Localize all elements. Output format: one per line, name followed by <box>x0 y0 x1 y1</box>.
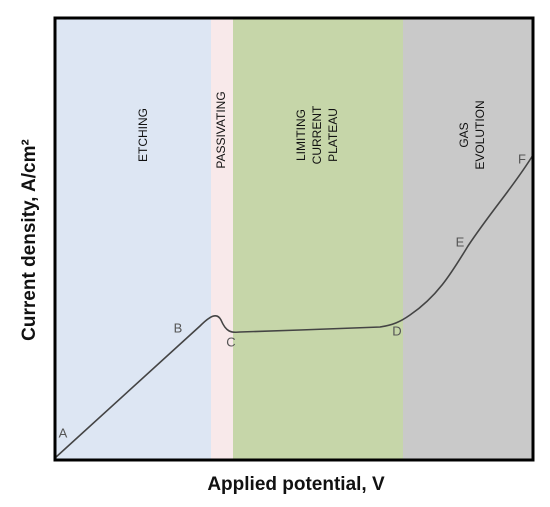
etching-region <box>55 18 211 460</box>
gas-region <box>403 18 533 460</box>
point-label: D <box>392 323 401 338</box>
region-label: EVOLUTION <box>473 100 487 169</box>
point-label: B <box>174 320 183 335</box>
point-label: C <box>226 334 235 349</box>
y-axis-label: Current density, A/cm² <box>19 139 40 341</box>
plot-frame <box>53 16 535 462</box>
plateau-region <box>233 18 403 460</box>
x-axis-label: Applied potential, V <box>207 474 385 495</box>
passivating-region <box>211 18 233 460</box>
region-label: GAS <box>457 122 471 147</box>
point-label: E <box>456 234 465 249</box>
region-label: PLATEAU <box>326 108 340 162</box>
point-label: F <box>518 151 526 166</box>
region-label: PASSIVATING <box>214 91 228 168</box>
region-label: CURRENT <box>310 105 324 164</box>
region-label: LIMITING <box>294 109 308 161</box>
polarization-curve <box>54 154 534 459</box>
point-label: A <box>59 425 68 440</box>
region-label: ETCHING <box>136 108 150 162</box>
